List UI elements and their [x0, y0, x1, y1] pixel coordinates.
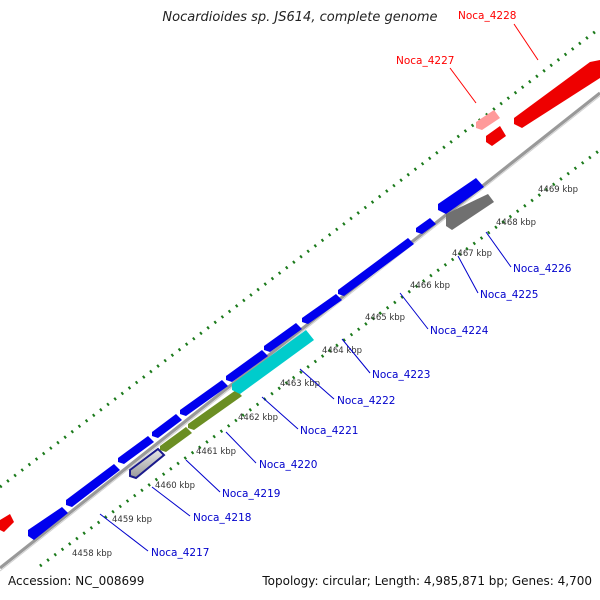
gene-label-noca-4226[interactable]: Noca_4226 [513, 263, 572, 275]
gene-label-noca-4227[interactable]: Noca_4227 [396, 55, 454, 67]
outer-tick-rail [0, 26, 600, 489]
gene-label-noca-4222[interactable]: Noca_4222 [337, 395, 395, 407]
gene-feature-noca-4228[interactable] [514, 60, 600, 128]
gene-feature[interactable] [152, 414, 182, 438]
gene-feature[interactable] [226, 350, 268, 382]
gene-label-noca-4217[interactable]: Noca_4217 [151, 547, 209, 559]
gene-leader-line [185, 459, 221, 493]
gene-labels: Noca_4217 Noca_4218 Noca_4219 Noca_4220 Noca… [151, 10, 572, 559]
gene-label-leaders [99, 23, 539, 552]
gene-leader-line [399, 292, 429, 330]
tick-label: 4459 kbp [112, 515, 152, 525]
reverse-strand-features [129, 194, 494, 480]
gene-leader-line [99, 513, 149, 552]
tick-labels: 4458 kbp 4459 kbp 4460 kbp 4461 kbp 4462 kbp… [72, 185, 578, 559]
gene-label-noca-4228[interactable]: Noca_4228 [458, 10, 516, 22]
gene-feature[interactable] [264, 323, 302, 352]
gene-leader-line [261, 396, 299, 430]
gene-feature-noca-4219[interactable] [160, 427, 192, 452]
gene-feature-noca-4218[interactable] [129, 447, 166, 480]
gene-leader-line [485, 231, 512, 268]
gene-feature-left-edge[interactable] [0, 514, 14, 532]
gene-feature[interactable] [438, 178, 484, 214]
tick-label: 4469 kbp [538, 185, 578, 195]
gene-feature-noca-4217[interactable] [28, 507, 68, 540]
gene-label-noca-4220[interactable]: Noca_4220 [259, 459, 317, 471]
gene-label-noca-4218[interactable]: Noca_4218 [193, 512, 251, 524]
gene-leader-line [151, 486, 191, 517]
tick-label: 4465 kbp [365, 313, 405, 323]
gene-leader-line [449, 67, 477, 104]
gene-label-noca-4219[interactable]: Noca_4219 [222, 488, 280, 500]
tick-label: 4463 kbp [280, 379, 320, 389]
gene-feature-noca-4221[interactable] [232, 330, 314, 394]
gene-leader-line [513, 23, 539, 61]
forward-strand-features [0, 60, 600, 540]
gene-feature[interactable] [302, 294, 342, 324]
gene-feature-noca-4227b[interactable] [486, 126, 506, 146]
tick-label: 4468 kbp [496, 218, 536, 228]
gene-feature[interactable] [66, 464, 120, 507]
gene-leader-line [225, 431, 257, 464]
inner-tick-rail [39, 148, 600, 568]
tick-label: 4458 kbp [72, 549, 112, 559]
tick-label: 4466 kbp [410, 281, 450, 291]
genome-backbone-shadow [0, 95, 600, 572]
gene-feature-noca-4227[interactable] [476, 110, 500, 130]
gene-feature-noca-4220[interactable] [188, 390, 242, 430]
tick-label: 4462 kbp [238, 413, 278, 423]
gene-leader-line [299, 368, 335, 400]
gene-label-noca-4221[interactable]: Noca_4221 [300, 425, 358, 437]
gene-feature[interactable] [180, 380, 228, 416]
gene-label-noca-4225[interactable]: Noca_4225 [480, 289, 538, 301]
genome-backbone [0, 91, 600, 570]
gene-leader-line [457, 255, 479, 294]
gene-feature[interactable] [118, 436, 154, 464]
tick-label: 4464 kbp [322, 346, 362, 356]
gene-label-noca-4224[interactable]: Noca_4224 [430, 325, 489, 337]
genome-stats-text: Topology: circular; Length: 4,985,871 bp… [262, 574, 592, 588]
gene-label-noca-4223[interactable]: Noca_4223 [372, 369, 430, 381]
gene-feature[interactable] [338, 238, 414, 296]
map-title: Nocardioides sp. JS614, complete genome [162, 10, 438, 25]
tick-label: 4461 kbp [196, 447, 236, 457]
tick-label: 4467 kbp [452, 249, 492, 259]
gene-feature[interactable] [416, 218, 436, 234]
tick-label: 4460 kbp [155, 481, 195, 491]
gene-leader-line [341, 338, 371, 374]
gene-feature-noca-4226[interactable] [446, 194, 494, 230]
accession-text: Accession: NC_008699 [8, 574, 145, 588]
